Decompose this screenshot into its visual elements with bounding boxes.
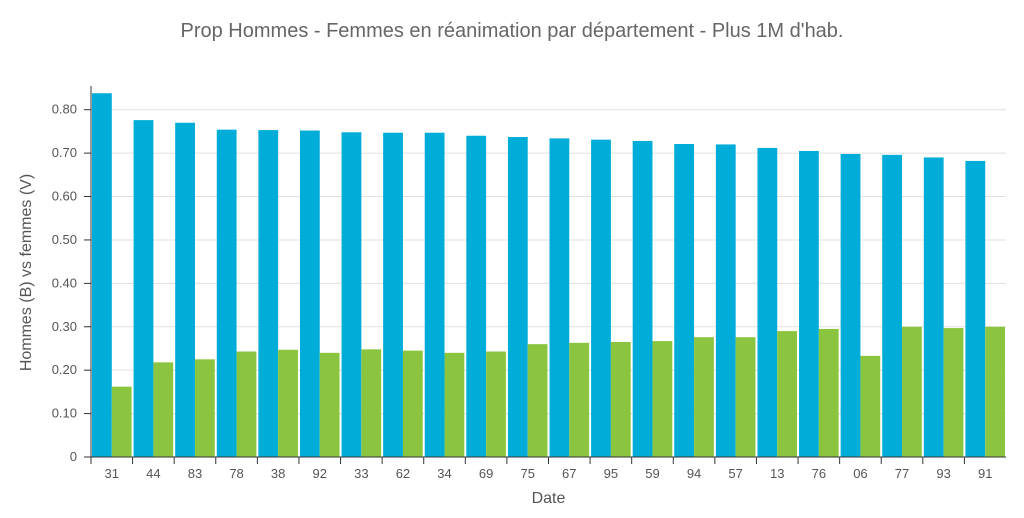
x-axis-title: Date xyxy=(532,490,566,507)
x-tick-label: 94 xyxy=(687,466,701,481)
bar-hommes-75 xyxy=(507,137,528,457)
y-tick-label: 0.10 xyxy=(52,406,77,421)
y-tick-label: 0.70 xyxy=(52,145,77,160)
y-axis-title: Hommes (B) vs femmes (V) xyxy=(18,174,35,371)
bar-hommes-91 xyxy=(965,160,986,457)
bar-hommes-57 xyxy=(715,144,736,457)
x-tick-label: 69 xyxy=(479,466,493,481)
bar-hommes-93 xyxy=(923,157,944,458)
bar-femmes-59 xyxy=(652,341,673,457)
x-tick-label: 62 xyxy=(396,466,410,481)
bar-hommes-44 xyxy=(133,120,154,458)
bar-hommes-33 xyxy=(341,132,362,457)
x-tick-label: 93 xyxy=(936,466,950,481)
bar-hommes-94 xyxy=(674,144,695,458)
x-tick-label: 91 xyxy=(978,466,992,481)
y-tick-label: 0.20 xyxy=(52,362,77,377)
bar-femmes-95 xyxy=(610,341,631,457)
bar-femmes-57 xyxy=(735,337,756,457)
bar-femmes-92 xyxy=(319,352,340,457)
chart-title: Prop Hommes - Femmes en réanimation par … xyxy=(180,20,844,42)
x-tick-label: 83 xyxy=(188,466,202,481)
bar-femmes-33 xyxy=(361,349,382,457)
bar-femmes-83 xyxy=(194,359,215,457)
y-tick-label: 0.30 xyxy=(52,319,77,334)
bar-femmes-44 xyxy=(153,362,174,457)
x-tick-label: 95 xyxy=(604,466,618,481)
x-tick-label: 77 xyxy=(895,466,909,481)
bar-hommes-83 xyxy=(175,122,195,458)
y-tick-label: 0.40 xyxy=(52,275,77,290)
bar-femmes-67 xyxy=(569,342,590,457)
bar-femmes-75 xyxy=(527,344,548,457)
x-tick-label: 13 xyxy=(770,466,784,481)
x-tick-label: 57 xyxy=(728,466,742,481)
x-tick-label: 33 xyxy=(354,466,368,481)
bar-hommes-38 xyxy=(258,130,279,457)
x-tick-label: 38 xyxy=(271,466,285,481)
x-tick-label: 92 xyxy=(313,466,327,481)
bar-hommes-77 xyxy=(882,154,903,457)
bar-hommes-95 xyxy=(591,139,611,457)
y-tick-label: 0 xyxy=(70,449,77,464)
bar-femmes-69 xyxy=(486,351,506,457)
x-tick-label: 67 xyxy=(562,466,576,481)
bar-femmes-31 xyxy=(111,386,132,457)
bar-femmes-78 xyxy=(236,351,257,457)
bars-group xyxy=(92,93,1005,458)
bar-femmes-76 xyxy=(818,328,839,457)
x-tick-label: 34 xyxy=(437,466,451,481)
bar-femmes-93 xyxy=(943,328,964,457)
bar-hommes-76 xyxy=(799,150,819,457)
bar-hommes-78 xyxy=(216,129,237,457)
bar-hommes-67 xyxy=(549,138,570,457)
bar-hommes-69 xyxy=(466,135,487,458)
bar-femmes-13 xyxy=(777,331,798,457)
bar-femmes-94 xyxy=(694,337,714,457)
bar-femmes-06 xyxy=(860,355,881,457)
bar-hommes-13 xyxy=(757,147,778,457)
y-tick-label: 0.80 xyxy=(52,102,77,117)
x-tick-label: 76 xyxy=(812,466,826,481)
bar-femmes-77 xyxy=(902,326,922,457)
bar-hommes-31 xyxy=(92,93,112,457)
bar-femmes-34 xyxy=(444,352,465,457)
x-tick-label: 06 xyxy=(853,466,867,481)
bar-hommes-34 xyxy=(424,132,445,457)
bar-hommes-06 xyxy=(840,153,861,457)
y-tick-label: 0.60 xyxy=(52,189,77,204)
x-tick-label: 59 xyxy=(645,466,659,481)
x-tick-label: 44 xyxy=(146,466,160,481)
x-tick-label: 31 xyxy=(105,466,119,481)
bar-hommes-59 xyxy=(632,140,653,458)
bar-femmes-38 xyxy=(278,349,298,457)
bar-femmes-91 xyxy=(985,326,1005,457)
x-tick-label: 78 xyxy=(229,466,243,481)
y-tick-label: 0.50 xyxy=(52,232,77,247)
tick-labels: 0 0.10 0.20 0.30 0.40 0.50 0.60 0.70 0.80 31 44 83 7… xyxy=(52,102,993,481)
bar-hommes-62 xyxy=(383,132,403,457)
bar-femmes-62 xyxy=(402,350,423,457)
x-tick-label: 75 xyxy=(520,466,534,481)
bar-hommes-92 xyxy=(299,130,320,458)
